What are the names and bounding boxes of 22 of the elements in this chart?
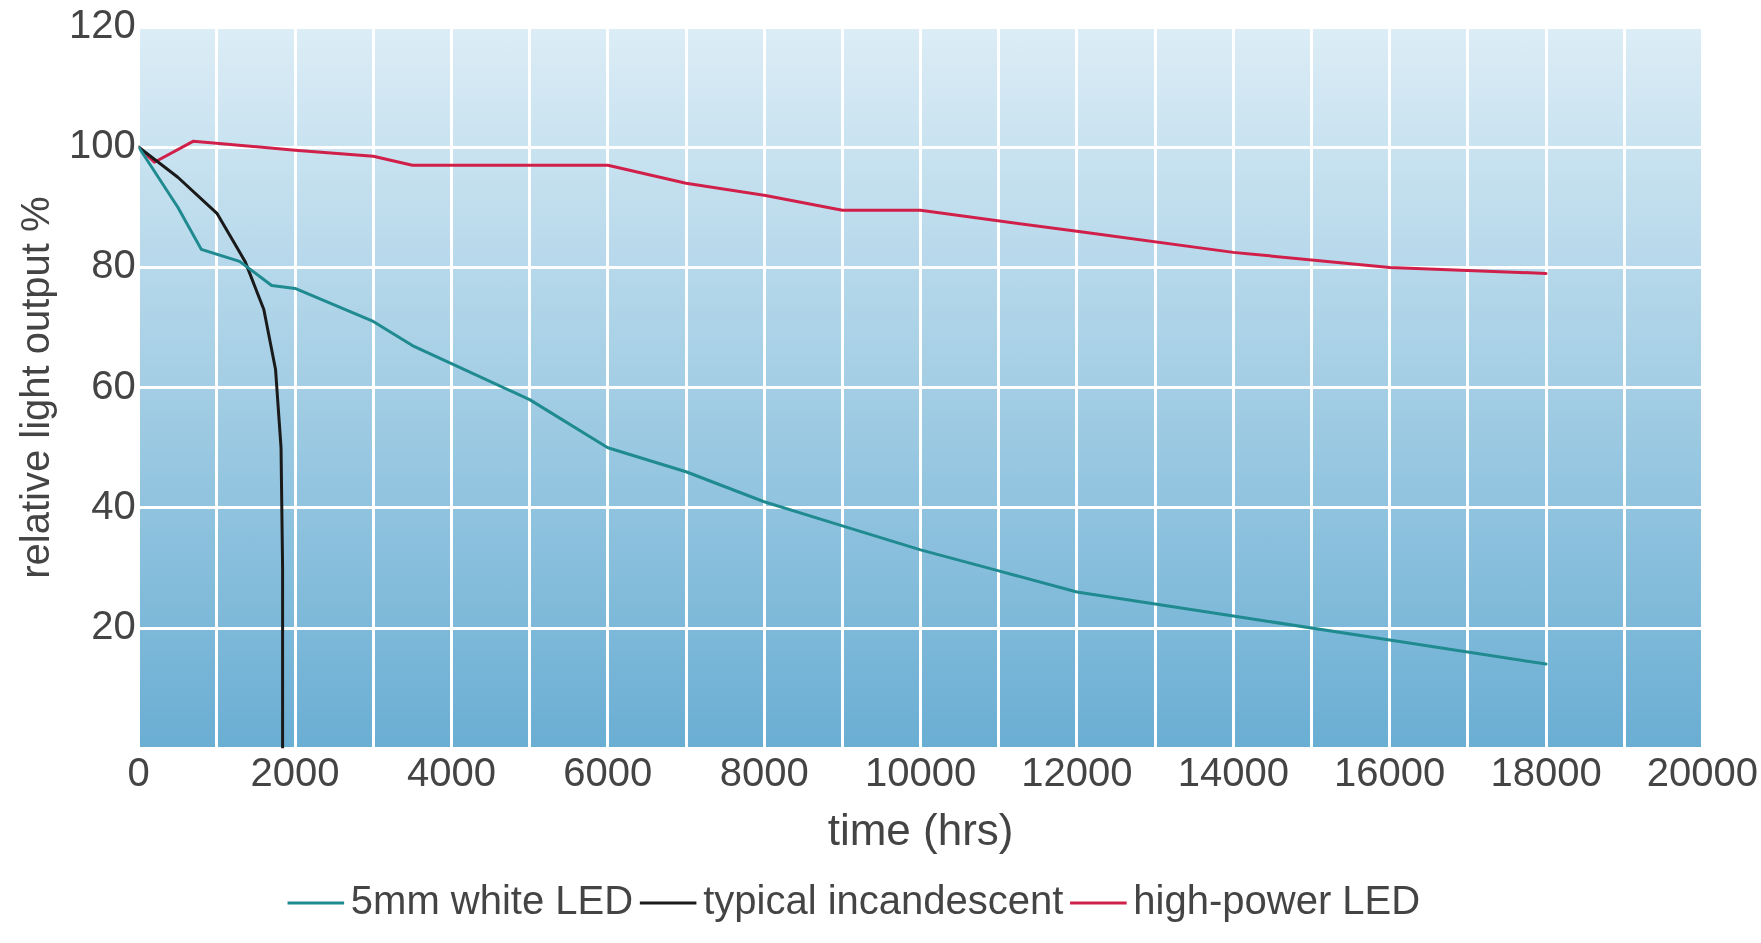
x-axis-title: time (hrs) — [827, 804, 1014, 854]
legend-label: 5mm white LED — [350, 878, 634, 923]
x-tick-label: 12000 — [1021, 750, 1133, 795]
x-tick-label: 20000 — [1646, 750, 1758, 795]
x-tick-label: 2000 — [250, 750, 340, 795]
legend-label: high-power LED — [1133, 878, 1421, 923]
y-axis-title: relative light output % — [13, 196, 58, 579]
legend-label: typical incandescent — [703, 878, 1064, 923]
y-tick-label: 100 — [68, 122, 136, 167]
y-tick-label: 120 — [68, 2, 136, 47]
x-tick-label: 0 — [127, 750, 150, 795]
x-tick-label: 8000 — [719, 750, 809, 795]
x-tick-label: 14000 — [1177, 750, 1289, 795]
x-tick-label: 16000 — [1334, 750, 1446, 795]
x-tick-label: 4000 — [406, 750, 496, 795]
y-tick-label: 60 — [91, 362, 136, 407]
y-tick-label: 20 — [91, 603, 136, 648]
y-tick-label: 80 — [91, 242, 136, 287]
y-tick-label: 40 — [91, 482, 136, 527]
x-tick-label: 18000 — [1490, 750, 1602, 795]
x-tick-label: 6000 — [563, 750, 653, 795]
x-tick-label: 10000 — [864, 750, 977, 795]
